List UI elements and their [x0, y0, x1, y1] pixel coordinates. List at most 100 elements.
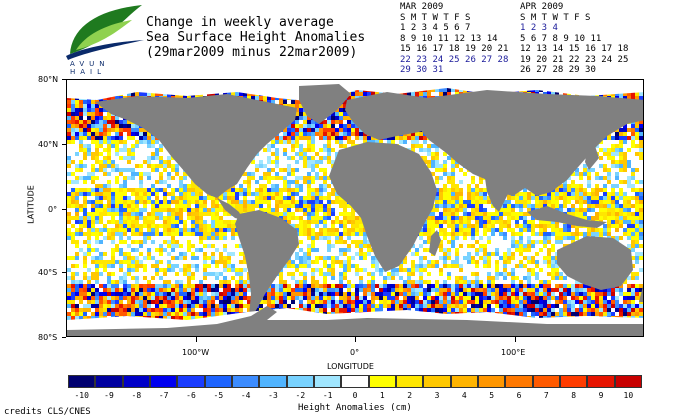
land-new-zealand [639, 286, 643, 302]
colorbar-tick-label: 5 [489, 391, 495, 400]
colorbar-swatch [478, 375, 506, 388]
lat-tick [62, 272, 66, 273]
lat-tick [62, 209, 66, 210]
calendar-week-row: 5 6 7 8 9 10 11 [520, 33, 602, 44]
colorbar-tick-label: 10 [623, 391, 634, 400]
leaf-logo-icon [66, 5, 144, 60]
colorbar-tick-label: 7 [543, 391, 549, 400]
colorbar-label: Height Anomalies (cm) [298, 403, 412, 413]
land-antarctic-peninsula [67, 306, 643, 336]
calendar-week-row: 1 2 3 4 5 6 7 [400, 23, 471, 33]
sea-height-anomaly-map [66, 79, 644, 337]
colorbar-swatch [505, 375, 533, 388]
colorbar-tick-label: -4 [240, 391, 251, 400]
lon-tick [196, 337, 197, 342]
map-canvas [67, 80, 643, 336]
lon-tick-label: 100°W [182, 348, 210, 357]
title-line-2: Sea Surface Height Anomalies [146, 30, 366, 45]
calendar-week-row: 19 20 21 22 23 24 25 [520, 54, 629, 65]
credits: credits CLS/CNES [4, 407, 91, 417]
calendar-week-row: 12 13 14 15 16 17 18 [520, 44, 629, 54]
lon-tick [515, 337, 516, 342]
colorbar-tick-labels: -10 -9 -8 -7 -6 -5 -4 -3 -2 -1 0 1 2 3 4 5 6 7 8 9 10 [68, 391, 642, 401]
colorbar-swatch [587, 375, 615, 388]
lat-tick-label: 0° [48, 205, 58, 214]
x-axis-label: LONGITUDE [327, 362, 374, 371]
lat-tick-label: 40°S [38, 268, 58, 277]
colorbar-swatch [232, 375, 260, 388]
colorbar-tick-label: 9 [598, 391, 604, 400]
calendar-week-row: 15 16 17 18 19 20 21 [400, 44, 509, 54]
land-south-america [235, 210, 299, 316]
land-asia [419, 90, 643, 196]
calendar-week-row: 29 30 31 [400, 65, 444, 75]
colorbar-tick-label: -10 [74, 391, 89, 400]
colorbar-tick-label: 4 [461, 391, 467, 400]
lat-tick [62, 79, 66, 80]
colorbar-tick-label: 8 [571, 391, 577, 400]
colorbar-tick-label: -1 [322, 391, 333, 400]
colorbar-swatch [423, 375, 451, 388]
colorbar-tick-label: -2 [295, 391, 306, 400]
colorbar-swatch [341, 375, 369, 388]
lat-tick-label: 40°N [38, 140, 59, 149]
colorbar-swatch [532, 375, 560, 388]
lat-tick [62, 337, 66, 338]
y-axis-label: LATITUDE [26, 185, 36, 224]
calendar-month-label: MAR 2009 [400, 2, 444, 12]
colorbar [68, 375, 642, 388]
colorbar-swatch [560, 375, 588, 388]
calendar-week-row: 1 2 3 4 [520, 23, 558, 33]
colorbar-swatch [204, 375, 232, 388]
land-greenland [299, 84, 351, 124]
title-line-1: Change in weekly average [146, 15, 334, 30]
land-central-america [217, 198, 243, 220]
land-japan [585, 146, 599, 170]
land-india [485, 178, 509, 212]
colorbar-tick-label: 6 [516, 391, 522, 400]
lon-tick-label: 100°E [501, 348, 526, 357]
colorbar-tick-label: 2 [407, 391, 413, 400]
logo-text: AVUN HAIL [70, 60, 110, 76]
colorbar-swatch [68, 375, 96, 388]
colorbar-swatch [368, 375, 396, 388]
colorbar-tick-label: -7 [158, 391, 169, 400]
colorbar-tick-label: 0 [352, 391, 358, 400]
lat-tick-label: 80°S [38, 333, 58, 342]
colorbar-swatch [286, 375, 314, 388]
colorbar-swatch [259, 375, 287, 388]
land-africa [329, 142, 437, 272]
title-line-3: (29mar2009 minus 22mar2009) [146, 45, 358, 60]
land-australia [557, 236, 633, 290]
colorbar-swatch [150, 375, 178, 388]
colorbar-swatch [614, 375, 642, 388]
calendar-weekday-header: S M T W T F S [520, 12, 591, 23]
arctic-ice [67, 80, 643, 102]
colorbar-tick-label: -5 [213, 391, 224, 400]
colorbar-swatch [450, 375, 478, 388]
logo: AVUN HAIL [62, 2, 146, 76]
calendar-week-row: 26 27 28 29 30 [520, 65, 596, 75]
land-north-america [95, 94, 297, 198]
land-madagascar [429, 230, 441, 256]
calendar-week-row: 8 9 10 11 12 13 14 [400, 33, 498, 44]
colorbar-swatch [95, 375, 123, 388]
colorbar-tick-label: -8 [131, 391, 142, 400]
colorbar-tick-label: 1 [379, 391, 385, 400]
lon-tick-label: 0° [350, 348, 360, 357]
calendar-weekday-header: S M T W T F S [400, 12, 471, 23]
colorbar-tick-label: -3 [268, 391, 278, 400]
colorbar-swatch [177, 375, 205, 388]
lat-tick [62, 144, 66, 145]
colorbar-swatch [396, 375, 424, 388]
calendar-week-row: 22 23 24 25 26 27 28 [400, 54, 509, 65]
calendar-month-label: APR 2009 [520, 2, 564, 12]
colorbar-tick-label: -9 [104, 391, 114, 400]
colorbar-tick-label: 3 [434, 391, 440, 400]
colorbar-tick-label: -6 [186, 391, 196, 400]
lon-tick [355, 337, 356, 342]
colorbar-swatch [314, 375, 342, 388]
lat-tick-label: 80°N [38, 75, 59, 84]
